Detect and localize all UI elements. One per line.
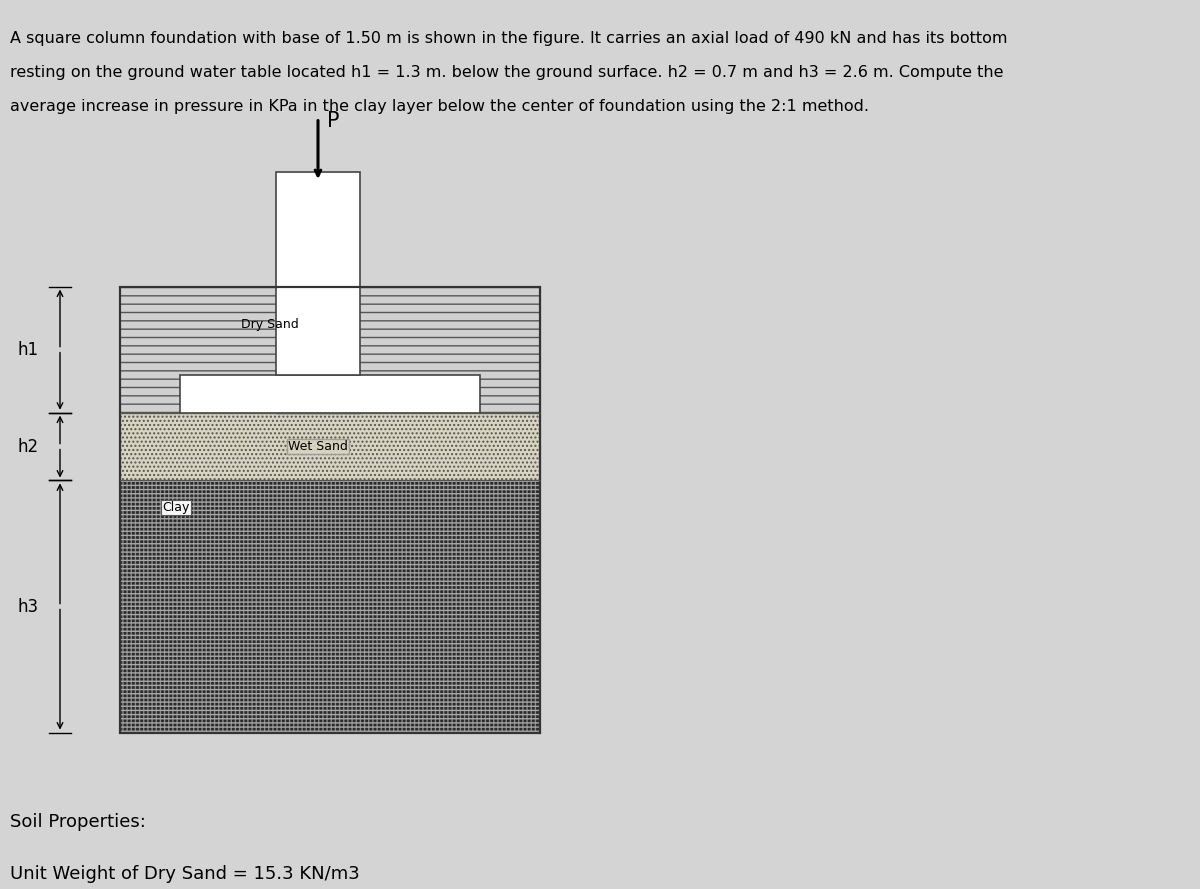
Bar: [120, 286, 180, 412]
Text: Clay: Clay: [162, 501, 190, 514]
Bar: [120, 286, 180, 412]
Bar: [120, 286, 540, 412]
Bar: [120, 412, 540, 480]
Bar: [480, 286, 540, 412]
Bar: [120, 286, 540, 733]
Text: A square column foundation with base of 1.50 m is shown in the figure. It carrie: A square column foundation with base of …: [10, 31, 1007, 46]
Bar: [120, 480, 540, 733]
Text: Wet Sand: Wet Sand: [288, 440, 348, 453]
Text: P: P: [326, 111, 340, 131]
Bar: [360, 286, 540, 375]
Text: Unit Weight of Dry Sand = 15.3 KN/m3: Unit Weight of Dry Sand = 15.3 KN/m3: [10, 865, 359, 883]
Bar: [120, 286, 276, 375]
Bar: [180, 375, 480, 412]
Text: average increase in pressure in KPa in the clay layer below the center of founda: average increase in pressure in KPa in t…: [10, 99, 869, 114]
Text: h2: h2: [18, 437, 38, 455]
Bar: [120, 286, 540, 412]
Bar: [120, 480, 540, 733]
Bar: [480, 286, 540, 412]
Text: h3: h3: [18, 597, 38, 615]
Bar: [360, 286, 540, 375]
Text: Soil Properties:: Soil Properties:: [10, 813, 145, 831]
Bar: [276, 172, 360, 375]
Bar: [120, 480, 540, 733]
Text: Dry Sand: Dry Sand: [241, 317, 299, 331]
Bar: [120, 286, 276, 375]
Text: resting on the ground water table located h1 = 1.3 m. below the ground surface. : resting on the ground water table locate…: [10, 65, 1003, 80]
Text: h1: h1: [18, 340, 38, 358]
Bar: [120, 412, 540, 480]
